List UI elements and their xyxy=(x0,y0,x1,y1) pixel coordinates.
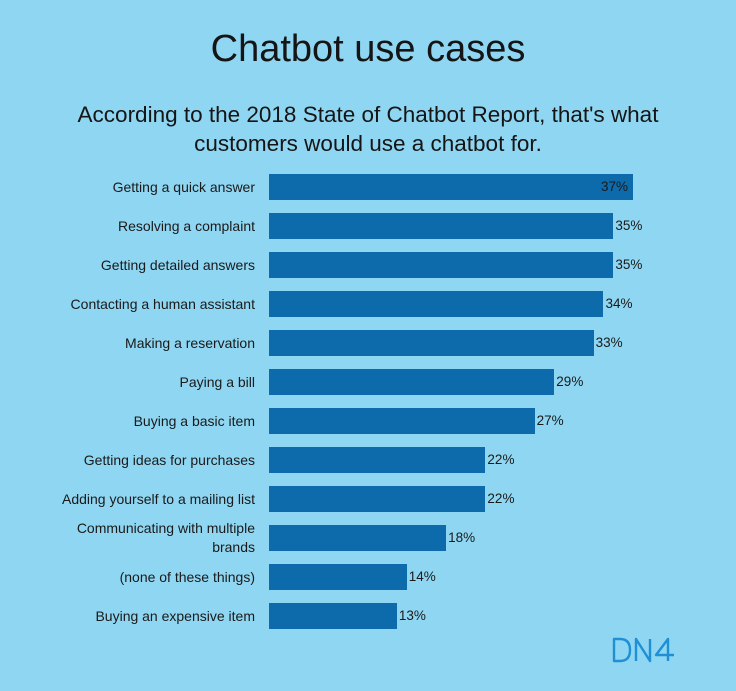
bar xyxy=(269,525,447,551)
value-label: 18% xyxy=(448,530,476,545)
category-label: Making a reservation xyxy=(125,334,255,351)
bar xyxy=(269,174,633,200)
category-label: Resolving a complaint xyxy=(118,217,255,234)
value-label: 35% xyxy=(615,218,643,233)
bar xyxy=(269,447,486,473)
value-label: 29% xyxy=(556,374,584,389)
bar xyxy=(269,603,397,629)
category-label: Getting detailed answers xyxy=(100,256,255,273)
value-label: 13% xyxy=(398,608,426,623)
bar xyxy=(269,486,486,512)
category-label: Buying an expensive item xyxy=(95,607,255,624)
category-label: Communicating with multiple brands xyxy=(76,520,255,555)
value-label: 22% xyxy=(487,491,515,506)
bar xyxy=(269,369,555,395)
value-label: 22% xyxy=(487,452,515,467)
value-label: 27% xyxy=(536,413,564,428)
bar xyxy=(269,564,407,590)
bar xyxy=(269,252,614,278)
dn4-logo xyxy=(612,637,674,663)
value-label: 34% xyxy=(605,296,633,311)
value-label: 37% xyxy=(601,179,629,194)
category-label: Buying a basic item xyxy=(133,412,255,429)
value-label: 35% xyxy=(615,257,643,272)
category-label: Contacting a human assistant xyxy=(70,295,255,312)
bar xyxy=(269,330,594,356)
bar xyxy=(269,213,614,239)
category-label: Getting a quick answer xyxy=(112,178,255,195)
bar xyxy=(269,291,604,317)
category-label: (none of these things) xyxy=(119,568,255,585)
value-label: 33% xyxy=(595,335,623,350)
value-label: 14% xyxy=(408,569,436,584)
category-label: Paying a bill xyxy=(179,373,256,390)
chart-subtitle: According to the 2018 State of Chatbot R… xyxy=(77,102,659,156)
bar xyxy=(269,408,535,434)
category-label: Getting ideas for purchases xyxy=(83,451,255,468)
chart-title: Chatbot use cases xyxy=(210,28,526,70)
category-label: Adding yourself to a mailing list xyxy=(62,490,255,507)
